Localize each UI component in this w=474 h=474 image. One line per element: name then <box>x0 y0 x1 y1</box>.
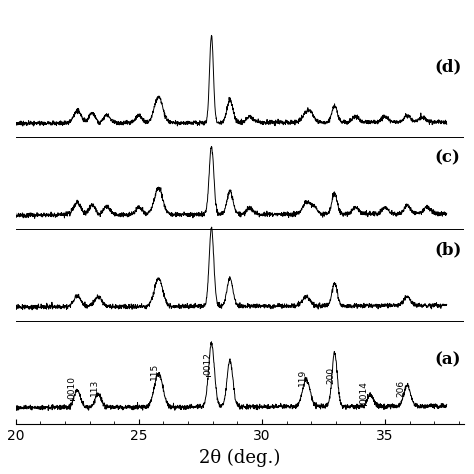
Text: (a): (a) <box>434 352 461 369</box>
Text: 0012: 0012 <box>203 352 212 375</box>
Text: 113: 113 <box>90 379 99 396</box>
Text: (c): (c) <box>434 150 460 167</box>
Text: 200: 200 <box>327 367 336 384</box>
Text: 0014: 0014 <box>360 382 369 404</box>
Text: 119: 119 <box>298 369 307 386</box>
Text: 0010: 0010 <box>68 376 77 399</box>
Text: (b): (b) <box>434 242 462 259</box>
X-axis label: 2θ (deg.): 2θ (deg.) <box>199 449 281 467</box>
Text: (d): (d) <box>434 58 462 75</box>
Text: 206: 206 <box>397 380 406 397</box>
Text: 115: 115 <box>150 363 159 380</box>
